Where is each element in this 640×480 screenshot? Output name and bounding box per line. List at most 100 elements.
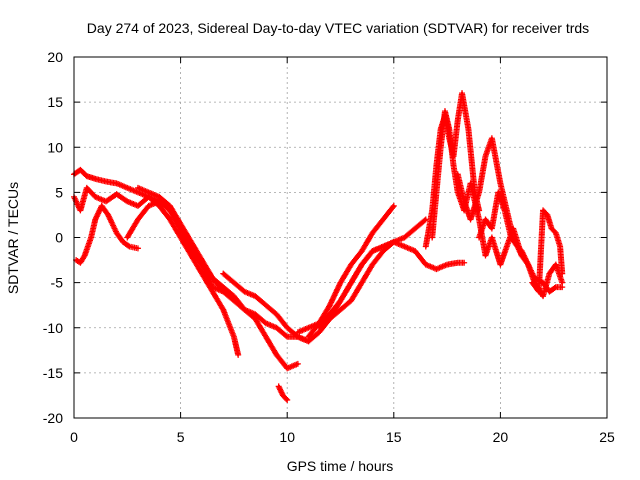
data-point	[275, 326, 278, 329]
x-tick-label: 15	[386, 429, 402, 445]
data-point	[296, 331, 300, 334]
data-point	[89, 236, 93, 239]
data-point	[424, 218, 427, 221]
data-point	[456, 191, 459, 194]
data-point	[264, 322, 268, 325]
data-point	[439, 146, 442, 149]
data-point	[469, 182, 472, 185]
data-point	[435, 191, 438, 194]
data-point	[339, 299, 342, 302]
data-point	[516, 245, 519, 248]
data-point	[467, 128, 470, 131]
data-point	[477, 236, 481, 239]
data-point	[403, 236, 406, 239]
data-point	[147, 195, 150, 199]
data-point	[126, 200, 129, 203]
y-tick-label: 20	[47, 49, 63, 65]
data-point	[541, 209, 545, 212]
data-point	[371, 263, 374, 266]
data-point	[328, 317, 332, 320]
data-point	[254, 313, 257, 316]
data-point	[443, 109, 447, 113]
grid-lines	[74, 57, 607, 418]
data-point	[469, 218, 472, 221]
data-point	[317, 331, 321, 334]
data-point	[222, 272, 225, 275]
y-tick-label: -20	[43, 410, 63, 426]
data-point	[136, 247, 140, 250]
data-point	[121, 240, 125, 244]
y-tick-label: 5	[55, 184, 63, 200]
data-point	[243, 290, 246, 293]
data-point	[179, 236, 182, 239]
data-point	[296, 362, 300, 366]
data-point	[490, 236, 494, 239]
x-tick-label: 25	[599, 429, 615, 445]
data-point	[509, 236, 513, 239]
data-point	[460, 91, 464, 95]
data-point	[561, 281, 564, 284]
data-point	[168, 204, 172, 208]
data-point	[360, 249, 364, 253]
data-point	[484, 218, 487, 221]
data-point	[554, 231, 558, 235]
data-point	[561, 285, 564, 289]
data-point	[558, 245, 562, 248]
data-point	[456, 261, 459, 264]
data-point	[360, 281, 364, 284]
y-tick-label: 10	[47, 139, 63, 155]
data-point	[115, 182, 118, 185]
data-point	[281, 394, 285, 397]
data-point	[286, 326, 289, 329]
data-point	[115, 231, 118, 235]
data-point	[413, 249, 417, 253]
data-point	[371, 231, 374, 235]
data-point	[286, 367, 289, 370]
data-point	[554, 263, 558, 266]
data-point	[136, 218, 140, 221]
data-point	[550, 227, 553, 230]
data-point	[222, 308, 225, 311]
data-point	[505, 245, 508, 248]
data-point	[232, 281, 236, 284]
data-point	[85, 186, 88, 190]
data-point	[307, 340, 310, 343]
data-point	[548, 272, 551, 275]
y-tick-label: -15	[43, 365, 63, 381]
data-point	[136, 204, 140, 208]
x-axis-label: GPS time / hours	[287, 458, 394, 474]
data-point	[79, 168, 82, 172]
data-point	[286, 398, 289, 402]
data-point	[222, 290, 225, 293]
data-points	[71, 90, 566, 403]
data-point	[349, 263, 353, 266]
data-point	[254, 294, 257, 298]
data-point	[94, 195, 97, 199]
data-point	[392, 240, 395, 244]
data-point	[484, 155, 487, 158]
data-point	[452, 164, 455, 167]
data-point	[104, 200, 108, 203]
data-point	[520, 249, 523, 253]
series-track-10	[316, 216, 429, 331]
data-point	[541, 294, 545, 298]
data-point	[499, 182, 502, 185]
data-point	[296, 335, 300, 338]
data-point	[413, 227, 417, 230]
data-point	[497, 191, 500, 194]
x-tick-label: 0	[70, 429, 78, 445]
y-tick-label: 15	[47, 94, 63, 110]
data-point	[381, 249, 385, 253]
series-track-15	[529, 207, 566, 295]
data-point	[328, 303, 332, 307]
data-point	[115, 192, 118, 196]
data-point	[100, 204, 103, 208]
data-point	[200, 258, 204, 262]
data-point	[503, 209, 506, 212]
x-tick-label: 10	[279, 429, 295, 445]
data-point	[430, 236, 434, 239]
data-point	[360, 263, 364, 266]
series-track-3	[73, 202, 141, 266]
data-point	[317, 326, 321, 329]
chart-title: Day 274 of 2023, Sidereal Day-to-day VTE…	[87, 20, 589, 36]
